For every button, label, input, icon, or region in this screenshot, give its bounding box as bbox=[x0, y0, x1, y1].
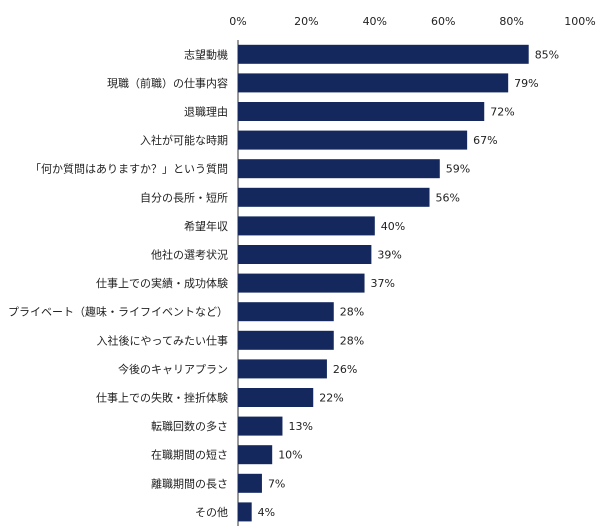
bar bbox=[238, 416, 283, 436]
bar bbox=[238, 473, 262, 493]
category-label: 入社後にやってみたい仕事 bbox=[97, 333, 228, 347]
x-tick-label: 0% bbox=[229, 15, 246, 28]
bars bbox=[238, 44, 529, 522]
bar bbox=[238, 302, 334, 322]
value-label: 40% bbox=[381, 220, 405, 233]
x-axis-ticks: 0% 20% 40% 60% 80% 100% bbox=[229, 15, 595, 28]
x-tick-label: 100% bbox=[564, 15, 595, 28]
value-label: 59% bbox=[446, 163, 470, 176]
value-label: 72% bbox=[490, 106, 514, 119]
value-label: 28% bbox=[340, 334, 364, 347]
value-label: 79% bbox=[514, 77, 538, 90]
value-label: 39% bbox=[377, 249, 401, 262]
bar bbox=[238, 330, 334, 350]
x-tick-label: 60% bbox=[431, 15, 455, 28]
category-label: 「何か質問はありますか？」という質問 bbox=[30, 162, 228, 176]
category-label: 入社が可能な時期 bbox=[140, 133, 228, 147]
value-label: 7% bbox=[268, 477, 285, 490]
category-label: 仕事上での失敗・挫折体験 bbox=[96, 391, 228, 405]
value-label: 37% bbox=[371, 277, 395, 290]
value-label: 26% bbox=[333, 363, 357, 376]
category-label: 仕事上での実績・成功体験 bbox=[96, 276, 228, 290]
bar bbox=[238, 73, 509, 93]
value-label: 67% bbox=[473, 134, 497, 147]
bar bbox=[238, 130, 468, 150]
x-tick-label: 40% bbox=[363, 15, 387, 28]
bar bbox=[238, 159, 440, 179]
bar bbox=[238, 216, 375, 236]
category-label: 現職（前職）の仕事内容 bbox=[107, 76, 228, 90]
category-label: 今後のキャリアプラン bbox=[118, 362, 228, 376]
category-label: 転職回数の多さ bbox=[151, 419, 228, 433]
category-label: 自分の長所・短所 bbox=[140, 190, 228, 204]
bar bbox=[238, 44, 529, 64]
value-labels: 85% 79% 72% 67% 59% 56% 40% 39% 37% 28% 28% 26% 22% 1… bbox=[258, 48, 559, 519]
value-label: 4% bbox=[258, 506, 275, 519]
bar bbox=[238, 502, 252, 522]
bar bbox=[238, 388, 314, 407]
x-tick-label: 20% bbox=[294, 15, 318, 28]
bar bbox=[238, 102, 485, 121]
category-label: プライベート（趣味・ライフイベントなど） bbox=[8, 305, 228, 319]
bar bbox=[238, 245, 372, 264]
x-tick-label: 80% bbox=[499, 15, 523, 28]
value-label: 85% bbox=[535, 48, 559, 61]
bar bbox=[238, 359, 327, 379]
category-label: 離職期間の長さ bbox=[151, 476, 228, 490]
value-label: 22% bbox=[319, 392, 343, 405]
bar bbox=[238, 187, 430, 207]
value-label: 10% bbox=[278, 449, 302, 462]
category-label: 他社の選考状況 bbox=[151, 248, 228, 262]
category-label: 退職理由 bbox=[184, 105, 228, 119]
category-label: 在職期間の短さ bbox=[151, 448, 228, 462]
bar bbox=[238, 273, 365, 293]
category-label: 希望年収 bbox=[184, 219, 228, 233]
value-label: 56% bbox=[436, 191, 460, 204]
category-label: その他 bbox=[195, 506, 228, 519]
value-label: 13% bbox=[288, 420, 312, 433]
category-label: 志望動機 bbox=[184, 47, 228, 61]
bar bbox=[238, 445, 273, 465]
category-labels: 志望動機現職（前職）の仕事内容退職理由入社が可能な時期「何か質問はありますか？」… bbox=[8, 47, 228, 519]
value-label: 28% bbox=[340, 306, 364, 319]
